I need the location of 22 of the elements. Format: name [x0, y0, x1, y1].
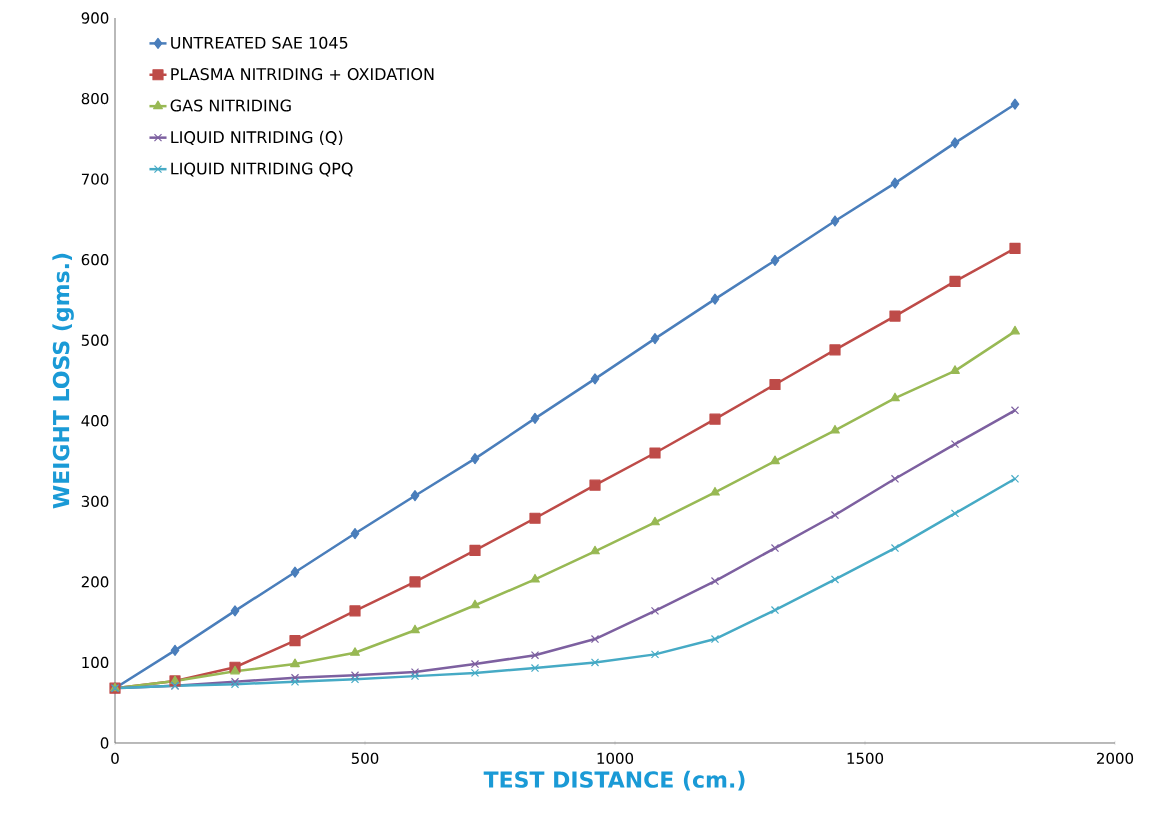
- y-tick-label: 700: [81, 173, 109, 185]
- legend-label: LIQUID NITRIDING QPQ: [171, 162, 353, 177]
- x-tick-label: 1500: [847, 752, 884, 765]
- y-tick-label: 0: [100, 737, 109, 749]
- y-tick-label: 600: [81, 253, 109, 266]
- y-tick-label: 100: [82, 656, 109, 669]
- x-tick-label: 0: [111, 752, 119, 765]
- x-tick-label: 1000: [597, 752, 634, 765]
- y-tick-label: 400: [81, 415, 109, 427]
- y-tick-label: 800: [81, 92, 109, 105]
- legend-label: PLASMA NITRIDING + OXIDATION: [171, 68, 434, 81]
- y-tick-label: 300: [81, 495, 109, 508]
- x-tick-label: 500: [351, 752, 379, 765]
- x-axis-title: TEST DISTANCE (cm.): [483, 770, 745, 791]
- y-axis-title: WEIGHT LOSS (gms.): [52, 253, 74, 509]
- y-tick-label: 500: [81, 334, 109, 346]
- legend-label: LIQUID NITRIDING (Q): [171, 130, 343, 146]
- legend-label: GAS NITRIDING: [170, 99, 291, 112]
- y-tick-label: 200: [81, 576, 109, 588]
- legend-label: UNTREATED SAE 1045: [171, 36, 348, 49]
- y-tick-label: 900: [81, 12, 109, 24]
- x-tick-label: 2000: [1097, 752, 1134, 765]
